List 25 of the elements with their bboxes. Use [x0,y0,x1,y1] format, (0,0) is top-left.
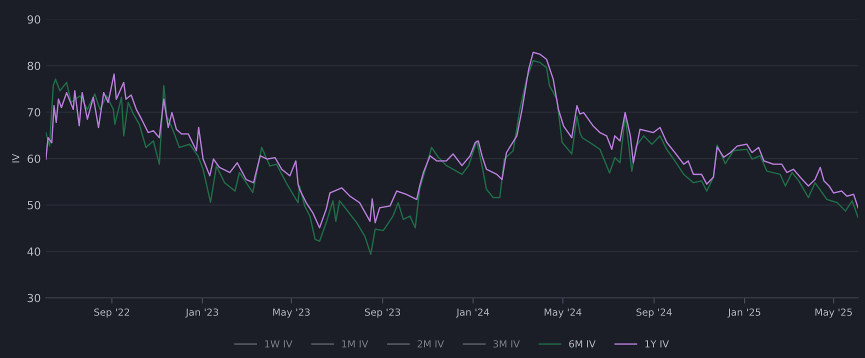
x-tick-label: Sep '24 [636,308,672,318]
x-tick-label: Jan '24 [456,308,490,318]
y-tick-label: 80 [28,62,40,70]
y-tick-label: 30 [28,294,40,302]
x-tick-label: Jan '25 [728,308,760,318]
y-axis-title: IV [12,154,20,162]
x-tick-label: May '25 [815,308,852,318]
x-tick-label: Sep '22 [94,308,130,318]
legend-label: 6M IV [569,340,596,348]
x-tick-label: May '23 [273,308,310,318]
legend-label: 1Y IV [645,340,669,348]
x-tick-label: Jan '23 [185,308,218,318]
y-tick-label: 40 [27,247,40,256]
line-series [46,52,858,228]
legend-label: 2M IV [418,340,444,348]
y-tick-label: 50 [28,200,40,210]
line-series [46,60,858,255]
legend-label: 1M IV [342,340,368,348]
y-tick-label: 90 [28,15,40,24]
y-tick-label: 70 [28,108,40,117]
y-tick-label: 60 [28,154,40,163]
legend-label: 1W IV [265,340,292,348]
x-tick-label: Sep '23 [365,308,400,318]
legend-label: 3M IV [493,340,520,348]
x-tick-label: May '24 [544,308,582,318]
